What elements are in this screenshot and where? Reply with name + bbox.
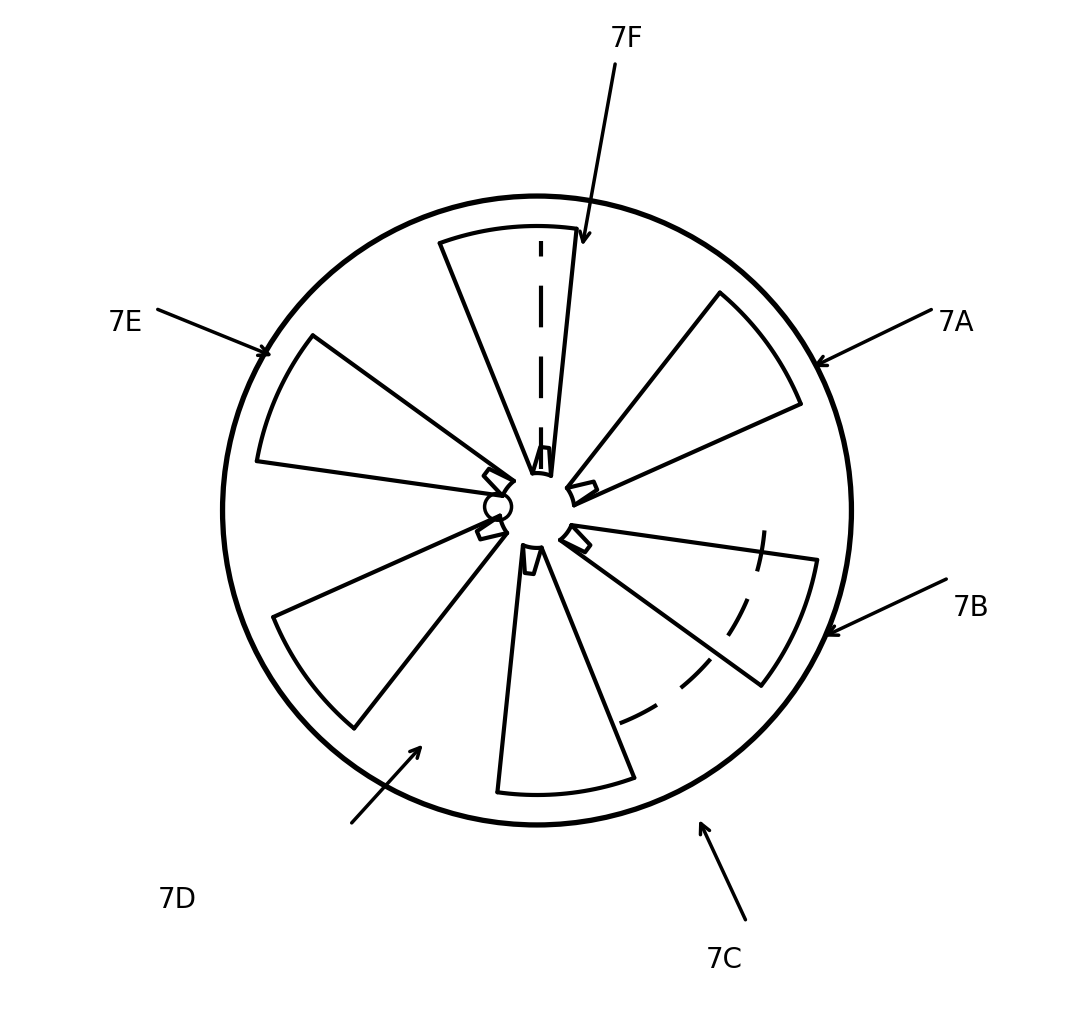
Text: 7F: 7F: [610, 25, 643, 53]
Text: 7A: 7A: [938, 309, 974, 337]
Text: 7D: 7D: [158, 886, 198, 914]
Text: 7E: 7E: [107, 309, 143, 337]
Text: 7B: 7B: [953, 594, 989, 622]
Text: 7C: 7C: [706, 945, 743, 974]
